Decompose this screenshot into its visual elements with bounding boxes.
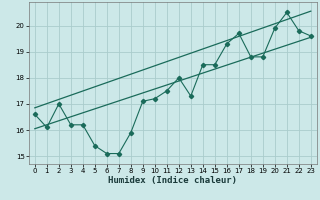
X-axis label: Humidex (Indice chaleur): Humidex (Indice chaleur) — [108, 176, 237, 185]
